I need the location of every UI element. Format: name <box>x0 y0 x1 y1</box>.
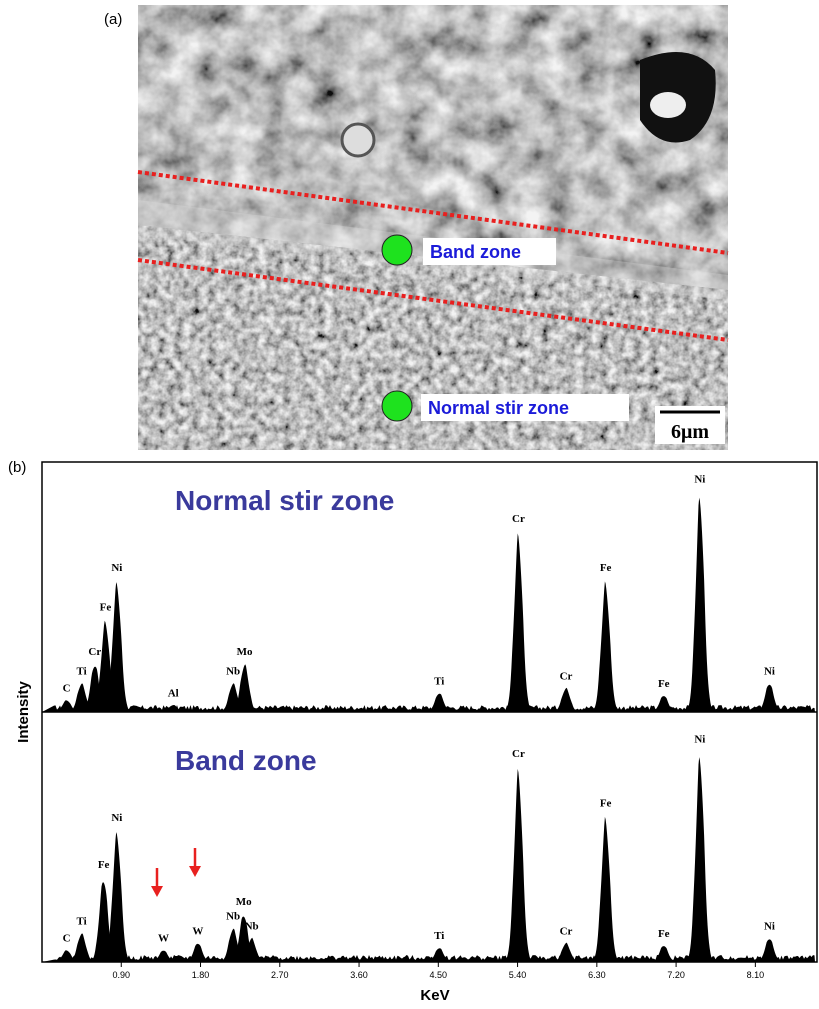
y-axis-label: Intensity <box>15 681 32 743</box>
x-tick-label: 1.80 <box>192 970 210 980</box>
peak <box>100 582 134 712</box>
peak <box>156 705 191 712</box>
peak-label: Fe <box>600 797 612 809</box>
peak <box>646 696 681 712</box>
peak-label: Nb <box>245 920 259 932</box>
peak <box>216 683 250 712</box>
peak <box>49 700 84 712</box>
peak <box>501 768 536 962</box>
peak-label: Cr <box>88 646 101 658</box>
peak <box>422 948 456 962</box>
peak-label: Fe <box>658 928 670 940</box>
peak <box>549 687 583 712</box>
peak <box>234 937 269 962</box>
peak-label: Ni <box>111 812 122 824</box>
peak-label: Mo <box>236 896 252 908</box>
peak-label: Ni <box>764 920 775 932</box>
peak-label: Ti <box>77 665 87 677</box>
peak <box>49 950 84 962</box>
arrows <box>151 848 201 897</box>
peak-label: Ti <box>77 915 87 927</box>
peak-label: C <box>63 683 71 695</box>
peak-label: Ni <box>694 474 705 486</box>
peak-label: Ti <box>434 675 444 687</box>
peak <box>422 693 456 712</box>
peak-label: Nb <box>226 665 240 677</box>
peak-label: Cr <box>560 925 573 937</box>
panel-label: (a) <box>104 11 122 28</box>
peak-label: Ni <box>111 562 122 574</box>
peak <box>683 497 717 712</box>
peak-label: Ni <box>694 733 705 745</box>
peak-label: Al <box>168 688 179 700</box>
peak <box>549 942 583 962</box>
peak-label: W <box>192 925 203 937</box>
peak-label: Mo <box>237 646 253 658</box>
peak <box>752 939 787 962</box>
panel-label: (b) <box>8 459 26 476</box>
peak-label: Fe <box>658 678 670 690</box>
peak <box>683 757 717 962</box>
peak <box>588 581 623 712</box>
annotation: Normal stir zone <box>428 398 569 418</box>
peak <box>88 620 123 712</box>
peak <box>181 943 215 962</box>
peak <box>226 916 261 962</box>
peak-label: Cr <box>512 513 525 525</box>
peak-label: Fe <box>100 602 112 614</box>
peak-label: Nb <box>226 911 240 923</box>
peak-label: Fe <box>98 859 110 871</box>
x-tick-label: 7.20 <box>667 970 685 980</box>
peak <box>501 533 536 712</box>
scale-bar-label: 6μm <box>671 421 709 443</box>
x-axis-label: KeV <box>420 987 449 1004</box>
peak <box>100 832 134 962</box>
peak <box>227 664 262 712</box>
peak <box>646 946 681 962</box>
peak <box>588 816 623 962</box>
x-tick-label: 0.90 <box>112 970 130 980</box>
peak <box>78 666 112 712</box>
peak-label: Cr <box>512 748 525 760</box>
peak <box>146 950 181 962</box>
x-tick-label: 6.30 <box>588 970 606 980</box>
spectra: Normal stir zoneCTiCrFeNiAlNbMoTiCrCrFeF… <box>42 474 815 980</box>
sem-image <box>137 5 729 450</box>
peak-label: Fe <box>600 562 612 574</box>
x-tick-label: 2.70 <box>271 970 289 980</box>
peak-label: Ni <box>764 665 775 677</box>
x-tick-label: 4.50 <box>430 970 448 980</box>
spectrum-title: Normal stir zone <box>175 485 394 516</box>
x-tick-label: 5.40 <box>509 970 527 980</box>
peak <box>86 882 121 962</box>
peak-label: Cr <box>560 670 573 682</box>
annotation: Band zone <box>430 242 521 262</box>
peak <box>64 933 99 962</box>
peak-label: Ti <box>434 930 444 942</box>
x-tick-label: 3.60 <box>350 970 368 980</box>
peak <box>64 683 99 712</box>
peak-label: C <box>63 933 71 945</box>
peak-label: W <box>158 933 169 945</box>
spectrum-title: Band zone <box>175 745 317 776</box>
peak <box>216 928 250 962</box>
x-tick-label: 8.10 <box>747 970 765 980</box>
peak <box>752 684 787 712</box>
